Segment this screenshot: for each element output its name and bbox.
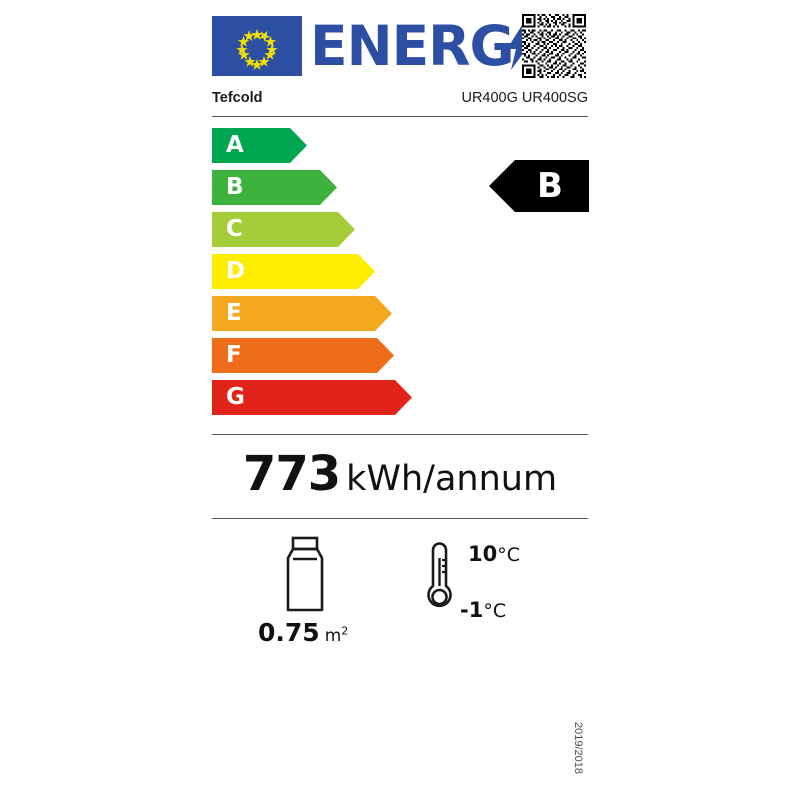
regulation-text: 2019/2018 bbox=[572, 722, 584, 774]
energy-class-arrow bbox=[212, 170, 337, 205]
energy-class-letter: B bbox=[226, 174, 244, 200]
energy-class-arrow bbox=[212, 296, 392, 331]
milk-carton-icon bbox=[282, 536, 328, 612]
energy-consumption: 773 kWh/annum bbox=[212, 446, 588, 510]
temperature-low: -1°C bbox=[460, 598, 506, 622]
brand-name: Tefcold bbox=[212, 90, 263, 106]
volume-unit-base: m bbox=[324, 626, 342, 646]
energy-wordmark: ENERG bbox=[310, 14, 515, 78]
energy-class-letter: D bbox=[226, 258, 246, 284]
temperature-high-value: 10 bbox=[468, 542, 498, 566]
divider-middle bbox=[212, 434, 588, 435]
thermometer-icon bbox=[418, 540, 462, 618]
volume-text: 0.75 m2 bbox=[258, 618, 383, 647]
volume-value: 0.75 bbox=[258, 618, 320, 647]
lightning-bolt-icon bbox=[507, 22, 533, 70]
temperature-low-value: -1 bbox=[460, 598, 484, 622]
model-name: UR400G UR400SG bbox=[461, 90, 588, 106]
energy-class-letter: E bbox=[226, 300, 242, 326]
energy-rating-badge: B bbox=[489, 160, 589, 212]
consumption-value: 773 bbox=[242, 446, 341, 502]
energy-rating-letter: B bbox=[537, 166, 563, 206]
volume-pictogram: 0.75 m2 bbox=[258, 536, 383, 647]
consumption-unit: kWh/annum bbox=[346, 459, 558, 499]
energy-class-letter: F bbox=[226, 342, 242, 368]
qr-code-icon bbox=[522, 14, 586, 78]
regulation-reference: 2019/2018 bbox=[569, 708, 587, 788]
divider-bottom bbox=[212, 518, 588, 519]
temperature-pictogram: 10°C -1°C bbox=[418, 536, 568, 646]
volume-unit-exponent: 2 bbox=[341, 624, 349, 638]
energy-class-arrow bbox=[212, 380, 412, 415]
energy-class-letter: G bbox=[226, 384, 245, 410]
eu-flag-icon bbox=[212, 16, 302, 76]
temperature-low-unit: °C bbox=[483, 600, 507, 622]
energy-class-arrow bbox=[212, 254, 375, 289]
temperature-high-unit: °C bbox=[497, 544, 521, 566]
energy-class-letter: C bbox=[226, 216, 243, 242]
divider-top bbox=[212, 116, 588, 117]
energy-class-arrow bbox=[212, 338, 394, 373]
brand-row: Tefcold UR400G UR400SG bbox=[212, 90, 588, 114]
temperature-high: 10°C bbox=[468, 542, 520, 566]
energy-class-letter: A bbox=[226, 132, 244, 158]
energy-class-arrow bbox=[212, 128, 307, 163]
energy-class-arrow bbox=[212, 212, 355, 247]
volume-unit: m2 bbox=[324, 624, 349, 646]
label-header: ENERG bbox=[212, 10, 588, 82]
